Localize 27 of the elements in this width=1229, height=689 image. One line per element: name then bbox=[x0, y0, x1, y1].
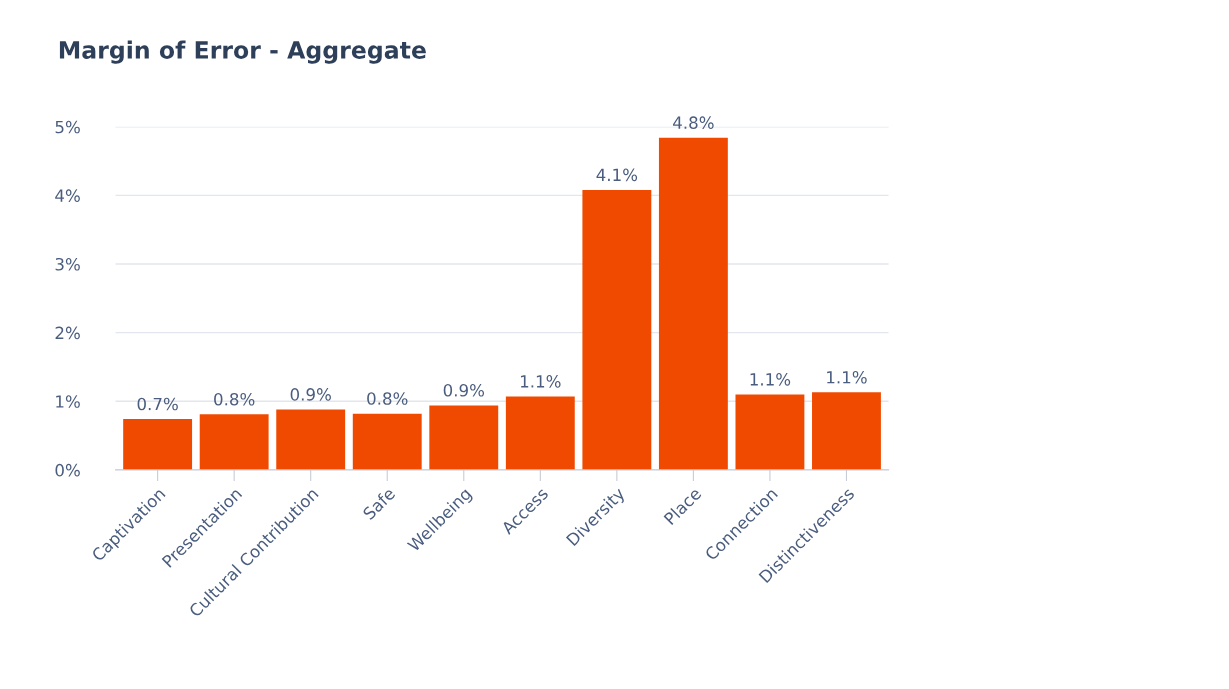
chart-title: Margin of Error - Aggregate bbox=[59, 40, 426, 64]
y-tick-label: 3% bbox=[55, 257, 80, 271]
y-tick-label: 5% bbox=[55, 120, 80, 134]
data-label: 0.9% bbox=[290, 388, 331, 401]
bar bbox=[429, 405, 499, 470]
y-tick-label: 1% bbox=[56, 395, 80, 408]
data-label: 0.9% bbox=[443, 384, 485, 397]
data-label: 1.1% bbox=[520, 375, 561, 388]
bar bbox=[582, 189, 652, 470]
y-tick-label: 0% bbox=[55, 463, 80, 477]
data-label: 1.1% bbox=[827, 370, 867, 384]
bar bbox=[352, 413, 422, 470]
data-label: 4.1% bbox=[596, 168, 638, 182]
y-tick-label: 4% bbox=[55, 189, 80, 202]
data-label: 1.1% bbox=[750, 373, 791, 386]
data-label: 0.8% bbox=[214, 392, 255, 406]
y-tick-label: 2% bbox=[55, 326, 80, 340]
data-label: 0.7% bbox=[137, 397, 178, 411]
bar bbox=[123, 419, 193, 470]
data-label: 0.8% bbox=[367, 392, 408, 405]
data-label: 4.8% bbox=[673, 116, 714, 129]
bar bbox=[812, 392, 881, 470]
bar bbox=[276, 409, 346, 470]
bar bbox=[735, 394, 805, 470]
bar bbox=[658, 137, 728, 470]
bar bbox=[505, 396, 575, 470]
bar bbox=[199, 414, 269, 470]
